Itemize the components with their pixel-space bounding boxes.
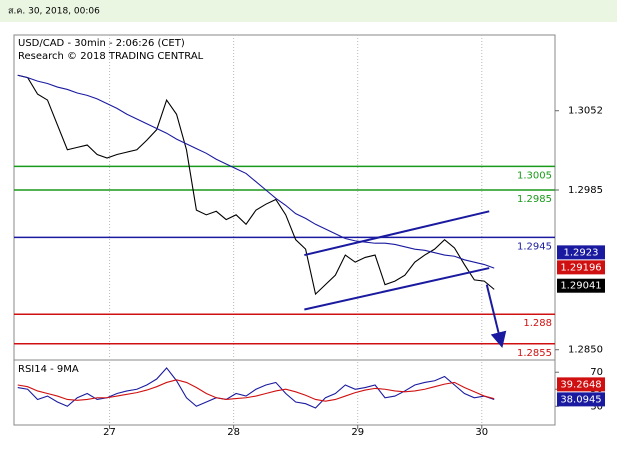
y-tick-label: 1.3052 (568, 106, 603, 117)
chart-title: USD/CAD - 30min - 2:06:26 (CET) (18, 38, 185, 49)
price-tag (557, 392, 605, 407)
price-tag-label: 1.29041 (560, 281, 601, 292)
y-tick-label: 1.2850 (568, 345, 603, 356)
channel-line (304, 267, 490, 311)
price-tag (557, 278, 605, 293)
series-line (17, 74, 495, 269)
header-date: ส.ค. 30, 2018, 00:06 (8, 7, 100, 17)
price-tag (557, 377, 605, 392)
level-label: 1.2855 (517, 348, 552, 359)
price-tag-label: 39.2648 (560, 379, 601, 390)
y-tick-label: 30 (590, 401, 603, 412)
chart-subtitle: Research © 2018 TRADING CENTRAL (18, 51, 204, 62)
header-bar (0, 0, 617, 22)
x-tick-label: 29 (351, 427, 364, 438)
y-tick-label: 1.2985 (568, 185, 603, 196)
forecast-arrow (485, 284, 507, 349)
price-tag-label: 1.2923 (564, 247, 599, 258)
rsi-title: RSI14 - 9MA (18, 364, 79, 375)
series-line (17, 367, 495, 409)
x-tick-label: 28 (227, 427, 240, 438)
x-tick-label: 27 (103, 427, 116, 438)
x-tick-label: 30 (475, 427, 488, 438)
series-line (17, 74, 495, 296)
level-label: 1.288 (523, 318, 552, 329)
price-tag (557, 260, 605, 275)
level-label: 1.3005 (517, 170, 552, 181)
y-tick-label: 70 (590, 367, 603, 378)
price-tag-label: 1.29196 (560, 262, 601, 273)
channel-line (304, 210, 490, 257)
level-label: 1.2945 (517, 241, 552, 252)
price-tag (557, 245, 605, 260)
price-tag-label: 38.0945 (560, 394, 601, 405)
plot-frame (13, 34, 556, 426)
series-line (17, 379, 495, 402)
level-label: 1.2985 (517, 194, 552, 205)
